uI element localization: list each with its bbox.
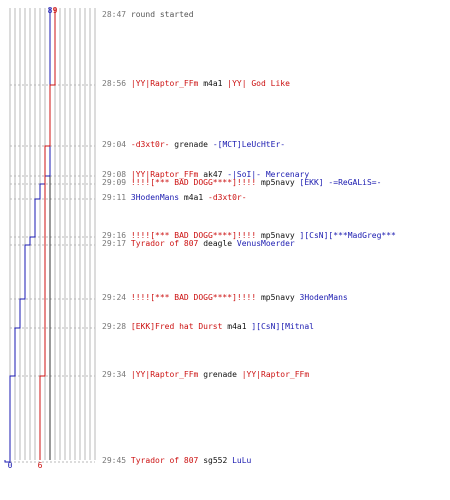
event-row: 29:28 [EKK]Fred hat Durst m4a1 ][CsN][Mi…: [102, 322, 314, 332]
event-time: 29:24: [102, 293, 127, 302]
weapon-name: sg552: [203, 456, 228, 465]
weapon-name: m4a1: [203, 79, 223, 88]
event-row: 29:04 -d3xt0r- grenade -[MCT]LeUcHtEr-: [102, 140, 285, 150]
grid: [9, 8, 96, 463]
killer-name: Tyrador of 807: [130, 239, 199, 248]
victim-name: 3HodenMans: [299, 293, 348, 302]
weapon-name: mp5navy: [260, 178, 295, 187]
killer-name: 3HodenMans: [130, 193, 180, 202]
event-row: 29:45 Tyrador of 807 sg552 LuLu: [102, 456, 251, 466]
weapon-name: ak47: [203, 170, 223, 179]
event-row: 28:47 round started: [102, 10, 194, 20]
killer-name: !!!![*** BAD DOGG****]!!!!: [130, 293, 257, 302]
victim-name: LuLu: [232, 456, 252, 465]
count-tick-label: 8: [48, 6, 53, 15]
event-row: 28:56 |YY|Raptor_FFm m4a1 |YY| God Like: [102, 79, 290, 89]
event-row: 29:34 |YY|Raptor_FFm grenade |YY|Raptor_…: [102, 370, 309, 380]
event-info: round started: [130, 10, 194, 19]
killer-name: |YY|Raptor_FFm: [130, 79, 199, 88]
killer-name: Tyrador of 807: [130, 456, 199, 465]
weapon-name: grenade: [174, 140, 208, 149]
victim-name: -d3xt0r-: [208, 193, 247, 202]
victim-name: -[MCT]LeUcHtEr-: [212, 140, 286, 149]
victim-name: VenusMoerder: [236, 239, 295, 248]
victim-name: [EKK] -=ReGALiS=-: [299, 178, 382, 187]
event-row: 29:24 !!!![*** BAD DOGG****]!!!! mp5navy…: [102, 293, 348, 303]
count-tick-label: 9: [53, 6, 58, 15]
count-tick-label: 6: [38, 461, 43, 470]
event-row: 29:17 Tyrador of 807 deagle VenusMoerder: [102, 239, 295, 249]
killer-name: !!!![*** BAD DOGG****]!!!!: [130, 178, 257, 187]
event-row: 29:16 !!!![*** BAD DOGG****]!!!! mp5navy…: [102, 231, 396, 241]
killer-name: |YY|Raptor_FFm: [130, 370, 199, 379]
weapon-name: m4a1: [227, 322, 247, 331]
team-1-line: [4, 8, 51, 463]
killer-name: |YY|Raptor_FFm: [130, 170, 199, 179]
victim-name: ][CsN][***MadGreg***: [299, 231, 396, 240]
victim-name: ][CsN][Mitnal: [251, 322, 314, 331]
team-lines: [4, 8, 56, 463]
weapon-name: deagle: [203, 239, 233, 248]
victim-name: |YY| God Like: [227, 79, 290, 88]
event-time: 29:04: [102, 140, 127, 149]
event-time: 29:09: [102, 178, 127, 187]
victim-name: |YY|Raptor_FFm: [241, 370, 310, 379]
count-labels: 8 9 0 6: [8, 6, 58, 470]
weapon-name: mp5navy: [260, 231, 295, 240]
weapon-name: mp5navy: [260, 293, 295, 302]
event-row: 29:11 3HodenMans m4a1 -d3xt0r-: [102, 193, 247, 203]
team-2-line: [39, 8, 56, 460]
event-time: 29:34: [102, 370, 127, 379]
killer-name: -d3xt0r-: [130, 140, 170, 149]
event-time: 29:11: [102, 193, 127, 202]
event-time: 29:08: [102, 170, 127, 179]
event-time: 28:47: [102, 10, 127, 19]
killer-name: [EKK]Fred hat Durst: [130, 322, 223, 331]
count-tick-label: 0: [8, 461, 13, 470]
event-time: 28:56: [102, 79, 127, 88]
weapon-name: grenade: [203, 370, 237, 379]
event-time: 29:17: [102, 239, 127, 248]
event-time: 29:45: [102, 456, 127, 465]
event-row: 29:08 |YY|Raptor_FFm ak47 -|SoI|- Mercen…: [102, 170, 309, 180]
victim-name: -|SoI|- Mercenary: [227, 170, 310, 179]
killer-name: !!!![*** BAD DOGG****]!!!!: [130, 231, 257, 240]
weapon-name: m4a1: [183, 193, 204, 202]
event-time: 29:16: [102, 231, 127, 240]
event-row: 29:09 !!!![*** BAD DOGG****]!!!! mp5navy…: [102, 178, 381, 188]
event-time: 29:28: [102, 322, 127, 331]
